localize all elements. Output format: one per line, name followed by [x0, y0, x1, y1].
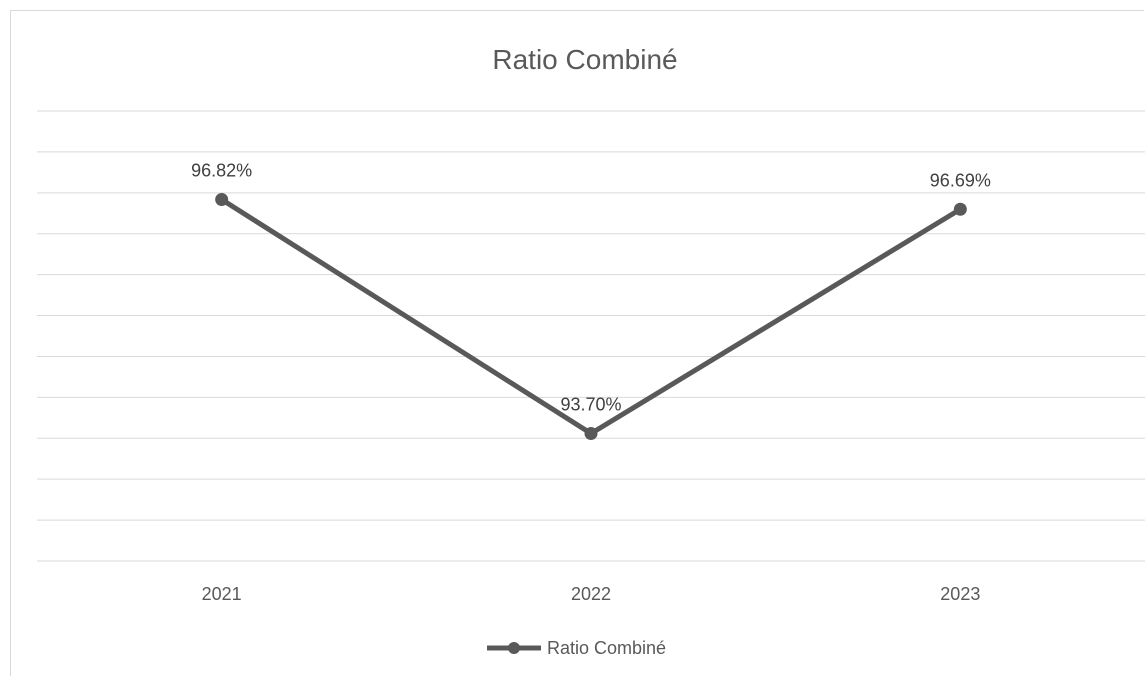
data-label: 96.82%: [191, 161, 252, 181]
series-points: [215, 193, 967, 440]
data-point: [215, 193, 229, 206]
x-tick-label: 2023: [940, 584, 980, 604]
x-axis-ticks: 2021 2022 2023: [202, 584, 981, 604]
legend-label: Ratio Combiné: [547, 638, 666, 658]
x-tick-label: 2022: [571, 584, 611, 604]
data-label: 96.69%: [930, 170, 991, 190]
data-point: [953, 202, 967, 216]
legend: Ratio Combiné: [487, 638, 666, 658]
data-point: [584, 427, 598, 440]
legend-marker: [508, 642, 520, 654]
chart-title: Ratio Combiné: [492, 44, 677, 75]
chart-frame: [10, 10, 1144, 676]
gridlines: [37, 110, 1145, 562]
x-tick-label: 2021: [202, 584, 242, 604]
data-labels: 96.82% 93.70% 96.69%: [191, 161, 991, 415]
data-label: 93.70%: [560, 395, 621, 415]
